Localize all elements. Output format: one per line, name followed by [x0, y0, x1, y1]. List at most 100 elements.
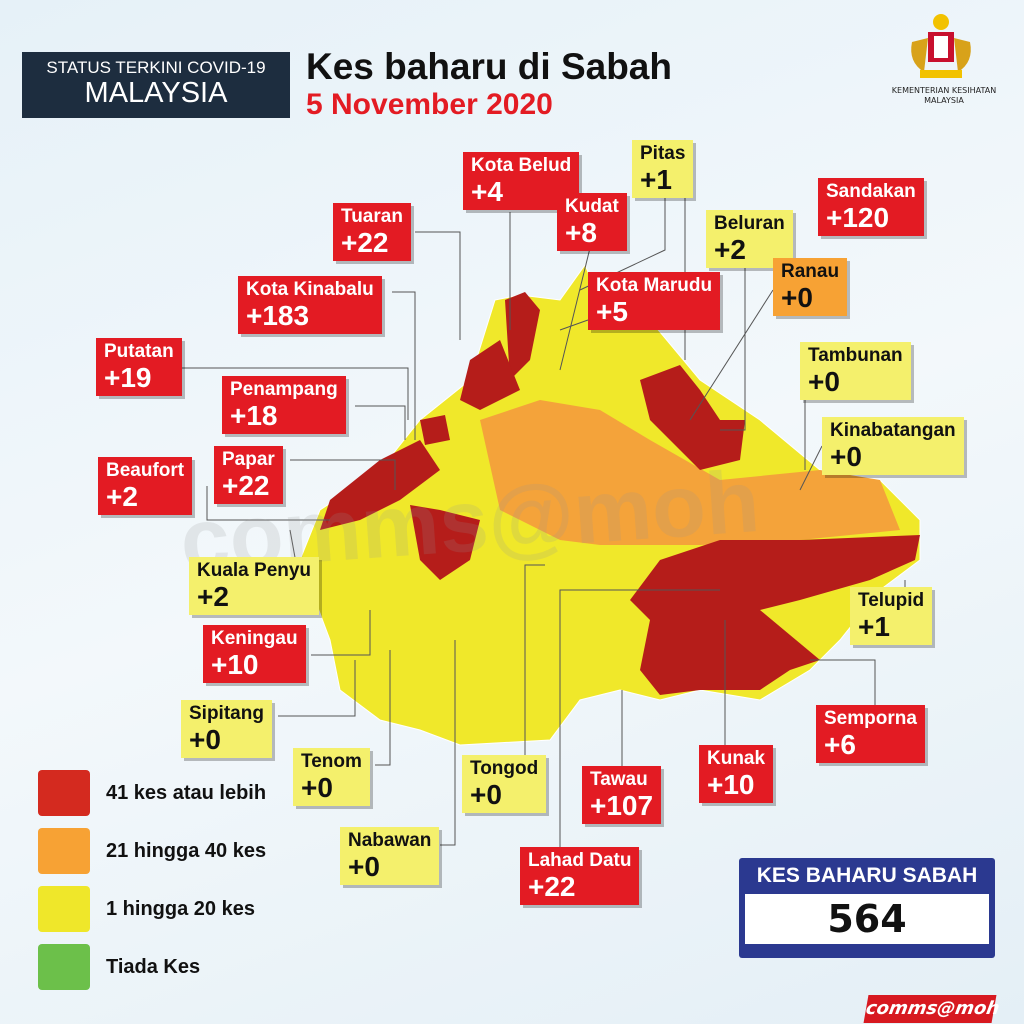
legend-label: 1 hingga 20 kes: [106, 897, 255, 920]
district-name: Kota Belud: [471, 155, 572, 176]
legend-item: 1 hingga 20 kes: [38, 880, 266, 938]
district-name: Kudat: [565, 196, 619, 217]
district-name: Papar: [222, 449, 275, 470]
district-name: Tawau: [590, 769, 648, 790]
district-cases: +0: [301, 772, 333, 803]
district-label: Ranau +0: [773, 258, 848, 316]
district-cases: +8: [565, 217, 597, 248]
district-label: Tenom +0: [293, 748, 370, 806]
district-cases: +10: [211, 649, 259, 680]
district-name: Ranau: [781, 261, 840, 282]
district-cases: +2: [714, 234, 746, 265]
map-red-kotabelud: [460, 340, 520, 410]
district-cases: +6: [824, 729, 856, 760]
district-cases: +22: [528, 871, 576, 902]
status-line2: MALAYSIA: [84, 77, 228, 109]
district-label: Kota Kinabalu +183: [238, 276, 382, 334]
district-name: Kota Kinabalu: [246, 279, 374, 300]
district-name: Putatan: [104, 341, 174, 362]
district-label: Penampang +18: [222, 376, 346, 434]
district-label: Sipitang +0: [181, 700, 272, 758]
district-label: Keningau +10: [203, 625, 306, 683]
district-cases: +120: [826, 202, 890, 233]
district-label: Kunak +10: [699, 745, 774, 803]
district-name: Tambunan: [808, 345, 903, 366]
district-cases: +0: [830, 441, 862, 472]
legend-swatch: [38, 944, 90, 990]
legend-swatch: [38, 886, 90, 932]
district-label: Tuaran +22: [333, 203, 411, 261]
map-red-papar: [410, 505, 480, 580]
district-name: Nabawan: [348, 830, 432, 851]
legend-label: Tiada Kes: [106, 955, 201, 978]
district-label: Telupid +1: [850, 587, 933, 645]
map-red-kk: [420, 415, 450, 445]
district-name: Semporna: [824, 708, 917, 729]
district-cases: +4: [471, 176, 503, 207]
district-label: Kudat +8: [557, 193, 627, 251]
page-date: 5 November 2020: [306, 88, 553, 121]
district-cases: +2: [197, 581, 229, 612]
district-label: Tambunan +0: [800, 342, 911, 400]
district-cases: +0: [808, 366, 840, 397]
legend-label: 21 hingga 40 kes: [106, 839, 267, 862]
legend-label: 41 kes atau lebih: [106, 781, 267, 804]
total-label: KES BAHARU SABAH: [756, 864, 978, 887]
legend-item: 41 kes atau lebih: [38, 764, 266, 822]
legend-swatch: [38, 828, 90, 874]
district-name: Tenom: [301, 751, 362, 772]
district-label: Papar +22: [214, 446, 283, 504]
status-banner: STATUS TERKINI COVID-19 MALAYSIA: [22, 52, 290, 118]
district-name: Tongod: [470, 758, 539, 779]
district-cases: +22: [222, 470, 270, 501]
status-line1: STATUS TERKINI COVID-19: [46, 58, 266, 77]
district-label: Kota Belud +4: [463, 152, 580, 210]
district-name: Kuala Penyu: [197, 560, 312, 581]
district-name: Tuaran: [341, 206, 403, 227]
district-name: Beluran: [714, 213, 785, 234]
district-name: Telupid: [858, 590, 925, 611]
district-cases: +0: [189, 724, 221, 755]
district-label: Kinabatangan +0: [822, 417, 964, 475]
district-label: Tongod +0: [462, 755, 547, 813]
ministry-name: KEMENTERIAN KESIHATAN MALAYSIA: [891, 86, 997, 105]
district-cases: +0: [470, 779, 502, 810]
district-name: Penampang: [230, 379, 338, 400]
district-cases: +0: [781, 282, 813, 313]
district-cases: +22: [341, 227, 389, 258]
district-name: Kota Marudu: [596, 275, 713, 296]
district-label: Tawau +107: [582, 766, 662, 824]
district-label: Kuala Penyu +2: [189, 557, 320, 615]
district-cases: +2: [106, 481, 138, 512]
district-cases: +0: [348, 851, 380, 882]
district-name: Sandakan: [826, 181, 916, 202]
map-red-kudat: [505, 292, 540, 380]
district-cases: +19: [104, 362, 152, 393]
total-cases-box: KES BAHARU SABAH 564: [739, 858, 995, 958]
district-label: Kota Marudu +5: [588, 272, 721, 330]
district-name: Lahad Datu: [528, 850, 632, 871]
district-cases: +1: [640, 164, 672, 195]
district-name: Sipitang: [189, 703, 264, 724]
map-orange-region: [480, 400, 900, 545]
district-name: Pitas: [640, 143, 686, 164]
district-label: Pitas +1: [632, 140, 694, 198]
coat-of-arms-icon: [911, 14, 971, 78]
district-name: Kinabatangan: [830, 420, 956, 441]
district-label: Putatan +19: [96, 338, 182, 396]
map-red-east: [630, 535, 920, 695]
footer-tag: comms@moh: [863, 995, 1001, 1023]
map-red-sandakan: [640, 365, 745, 470]
district-cases: +18: [230, 400, 278, 431]
district-label: Nabawan +0: [340, 827, 440, 885]
district-label: Beaufort +2: [98, 457, 193, 515]
district-label: Sandakan +120: [818, 178, 924, 236]
legend-item: Tiada Kes: [38, 938, 266, 996]
district-name: Beaufort: [106, 460, 185, 481]
district-cases: +107: [590, 790, 654, 821]
total-value: 564: [745, 894, 989, 944]
district-label: Semporna +6: [816, 705, 925, 763]
legend-item: 21 hingga 40 kes: [38, 822, 266, 880]
district-cases: +183: [246, 300, 310, 331]
